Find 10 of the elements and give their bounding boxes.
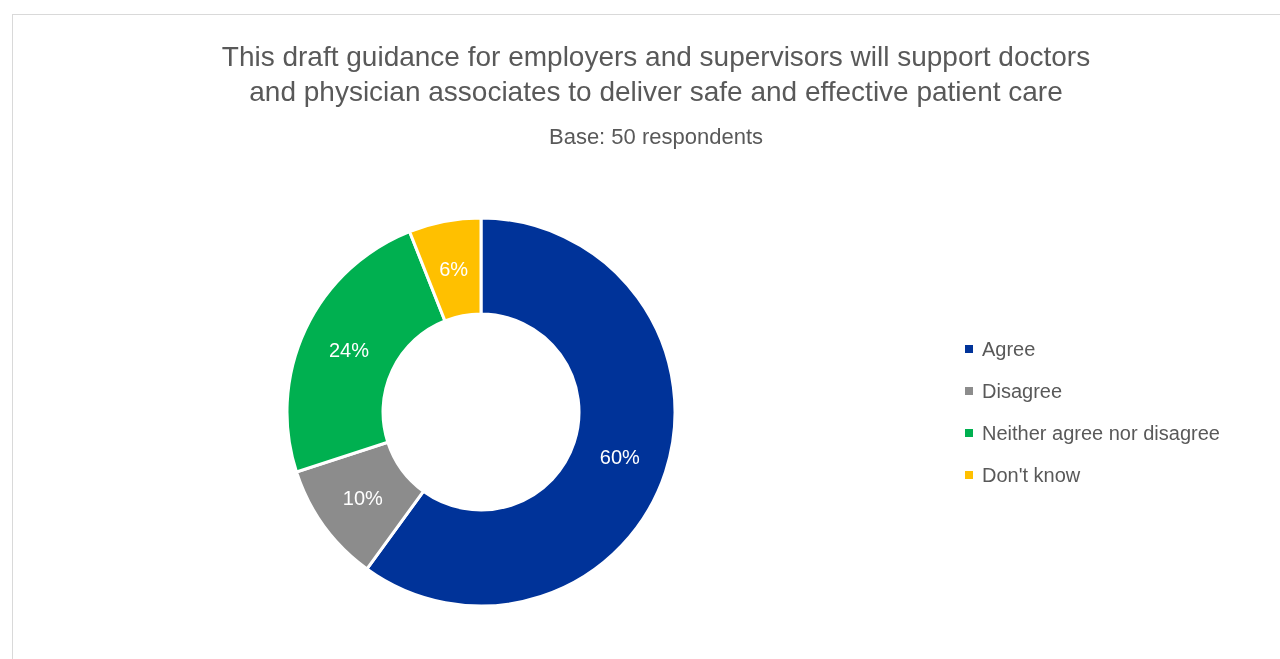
data-label: 6% bbox=[439, 257, 469, 280]
data-label: 10% bbox=[342, 486, 384, 509]
legend-label: Disagree bbox=[982, 380, 1063, 402]
legend-label: Neither agree nor disagree bbox=[982, 422, 1220, 444]
data-label: 60% bbox=[599, 446, 641, 469]
chart-subtitle: Base: 50 respondents bbox=[548, 124, 764, 149]
legend-label: Agree bbox=[982, 338, 1036, 360]
data-label: 24% bbox=[328, 338, 370, 361]
chart-title: This draft guidance for employers and supervisors will support doctors and physician associates to deliver safe and effective patient care bbox=[221, 41, 1091, 107]
legend-label: Don't know bbox=[982, 464, 1081, 486]
